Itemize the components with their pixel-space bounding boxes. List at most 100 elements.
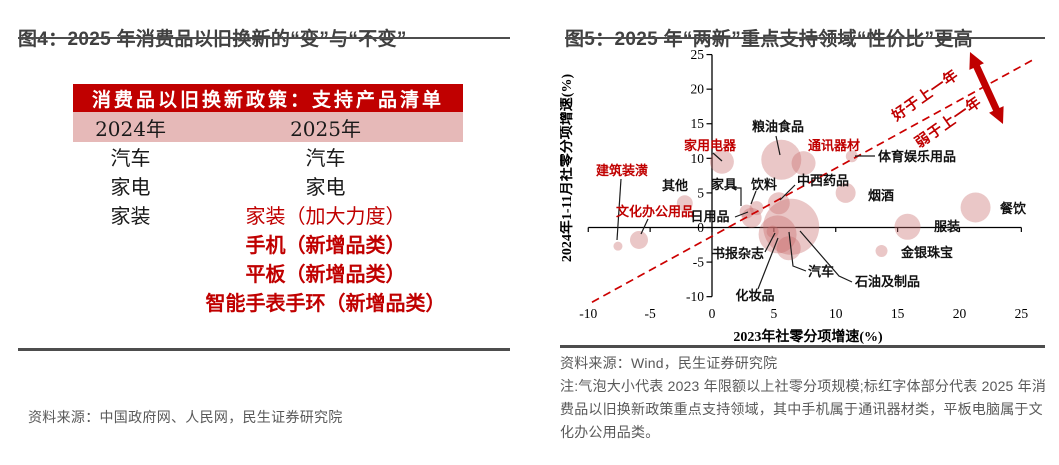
label-leader-line: [616, 178, 622, 241]
cell-2024: 汽车: [110, 146, 151, 170]
label-leader-line: [712, 152, 723, 162]
chart-bubble: [613, 241, 623, 251]
chart-label: 饮料: [750, 177, 777, 192]
figure5-title: 图5：2025 年“两新”重点支持领域“性价比”更高: [565, 28, 973, 50]
label-leader-line: [764, 232, 776, 253]
x-tick-label: 20: [953, 306, 967, 321]
cell-2025: 家电: [305, 175, 346, 199]
column-header: 2024年: [95, 116, 166, 141]
label-leader-line: [757, 237, 779, 290]
y-axis-title: 2024年1-11月社零分项增速(%): [560, 74, 575, 263]
chart-label: 通讯器材: [808, 138, 860, 153]
chart-bubble: [875, 245, 888, 258]
chart-label: 汽车: [808, 264, 834, 279]
table-row: 手机（新增品类）: [73, 229, 463, 258]
column-header: 2025年: [290, 116, 361, 141]
chart-label: 书报杂志: [712, 246, 764, 261]
figure4-bottom-rule: [18, 348, 510, 351]
table-row: 家装 家装（加大力度）: [73, 200, 463, 229]
trend-arrow-shaft: [972, 62, 1001, 114]
label-leader-line: [799, 230, 853, 283]
bubble-chart: -10 -5 0 5 10 15 20 25 -10 -5 0 5 10 15 20 25 建筑装潢文化办公用品…: [560, 47, 1033, 345]
chart-label: 石油及制品: [854, 274, 920, 289]
cell-2025: 手机（新增品类）: [245, 233, 406, 257]
cell-2025: 汽车: [305, 146, 346, 170]
chart-label: 建筑装潢: [596, 163, 648, 178]
x-tick-label: 25: [1015, 306, 1029, 321]
table-row: 家电 家电: [73, 171, 463, 200]
chart-bubble: [894, 213, 921, 240]
chart-bubble: [629, 230, 648, 249]
y-tick-label: 0: [697, 220, 704, 235]
label-leader-line: [750, 190, 757, 205]
label-leader-line: [734, 211, 749, 218]
chart-bubble: [749, 201, 764, 216]
chart-label: 家用电器: [684, 138, 737, 153]
trade-table: 消费品以旧换新政策：支持产品清单 2024年 2025年汽车 汽车家电 家电家装 家装（加…: [73, 84, 463, 316]
label-leader-line: [775, 135, 781, 156]
cell-2024: 家装: [110, 204, 151, 228]
figure5-bottom-rule: [560, 345, 1045, 348]
y-tick-label: 15: [691, 116, 705, 131]
chart-label: 烟酒: [868, 188, 894, 203]
chart-label: 金银珠宝: [900, 245, 953, 260]
x-tick-label: 0: [709, 306, 716, 321]
chart-label: 日用品: [690, 209, 729, 224]
chart-label: 中西药品: [797, 173, 849, 188]
y-tick-label: 20: [691, 82, 705, 97]
table-row: 智能手表手环（新增品类）: [73, 287, 463, 316]
chart-label: 其他: [662, 178, 688, 193]
chart-label: 体育娱乐用品: [878, 149, 956, 164]
chart-bubble: [739, 204, 754, 219]
chart-label: 粮油食品: [752, 119, 804, 134]
y-tick-label: 10: [691, 151, 705, 166]
chart-bubble: [791, 151, 816, 176]
chart-bubble: [758, 215, 797, 254]
reference-dashed-line: [591, 59, 1033, 303]
chart-bubble: [960, 192, 991, 223]
cell-2024: 家电: [110, 175, 151, 199]
label-leader-line: [734, 187, 742, 206]
x-tick-label: 5: [770, 306, 777, 321]
chart-label: 餐饮: [999, 201, 1027, 216]
figure4-source: 资料来源：中国政府网、人民网，民生证券研究院: [28, 409, 343, 425]
figure5-title-rule: [565, 37, 1045, 39]
figure5-notes: 资料来源：Wind，民生证券研究院 注:气泡大小代表 2023 年限额以上社零分…: [560, 352, 1056, 444]
chart-label: 家具: [711, 177, 737, 192]
label-leader-line: [788, 231, 807, 272]
y-tick-label: 25: [691, 47, 705, 62]
x-axis-title: 2023年社零分项增速(%): [733, 328, 883, 345]
chart-label: 服装: [934, 219, 960, 234]
x-tick-label: -5: [645, 306, 656, 321]
label-leader-line: [640, 218, 649, 235]
table-header: 消费品以旧换新政策：支持产品清单: [73, 84, 463, 112]
x-tick-label: -10: [579, 306, 597, 321]
figure4-title: 图4：2025 年消费品以旧换新的“变”与“不变”: [18, 28, 407, 50]
figure5-source: 资料来源：Wind，民生证券研究院: [560, 355, 778, 371]
figure5-note: 注:气泡大小代表 2023 年限额以上社零分项规模;标红字体部分代表 2025 …: [560, 378, 1047, 440]
y-tick-label: -5: [693, 255, 704, 270]
chart-bubble: [767, 192, 790, 215]
chart-bubble: [776, 236, 801, 261]
trend-arrow-head-up: [969, 52, 984, 70]
table-row: 汽车 汽车: [73, 142, 463, 171]
y-tick-label: -10: [686, 289, 704, 304]
y-tick-label: 5: [697, 185, 704, 200]
x-tick-label: 15: [891, 306, 905, 321]
cell-2025: 家装（加大力度）: [245, 204, 406, 228]
chart-bubble: [835, 182, 856, 203]
chart-bubble: [761, 139, 802, 180]
table-row: 平板（新增品类）: [73, 258, 463, 287]
chart-bubble: [676, 195, 693, 212]
chart-label: 文化办公用品: [616, 204, 694, 219]
chart-label: 化妆品: [735, 288, 774, 303]
chart-bubble: [845, 150, 858, 163]
label-leader-line: [779, 184, 796, 201]
figure4-title-rule: [18, 37, 510, 39]
trend-arrow-head-down: [989, 106, 1004, 124]
cell-2025: 智能手表手环（新增品类）: [205, 291, 446, 315]
cell-2025: 平板（新增品类）: [245, 262, 406, 286]
table-column-row: 2024年 2025年: [73, 112, 463, 142]
chart-bubble: [766, 225, 779, 238]
